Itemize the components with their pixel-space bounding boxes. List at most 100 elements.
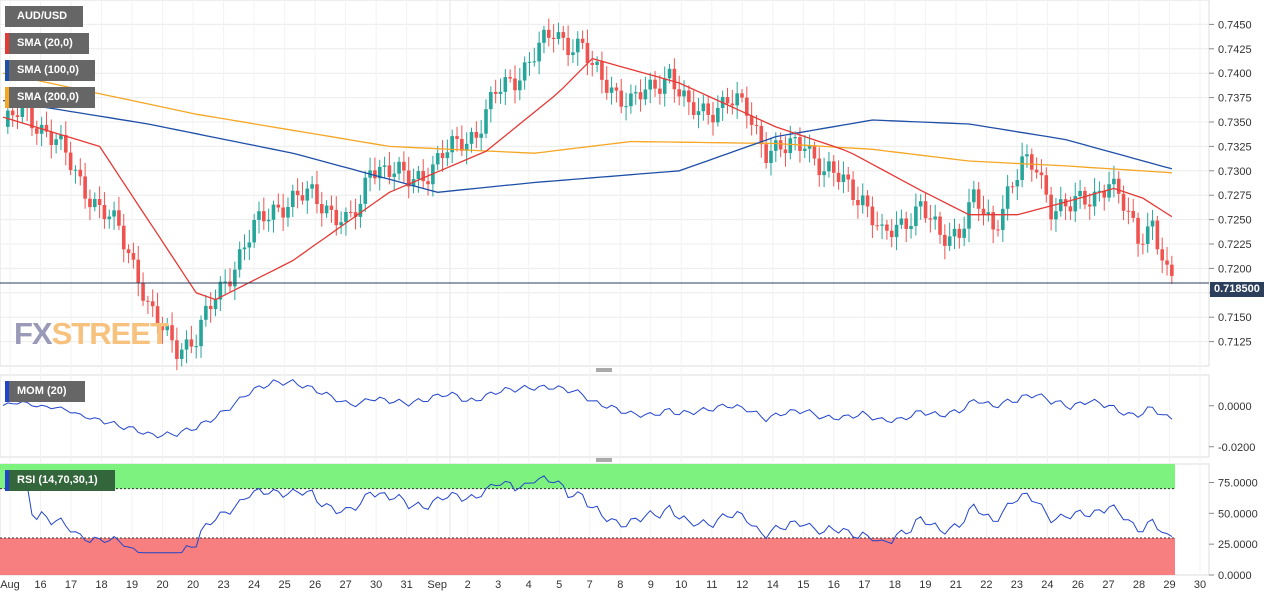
- candle-body: [489, 91, 493, 110]
- legend-mom[interactable]: MOM (20): [5, 381, 85, 402]
- candle-body: [991, 212, 995, 230]
- panel-resize-handle-2[interactable]: [596, 458, 612, 462]
- legend-rsi[interactable]: RSI (14,70,30,1): [5, 470, 115, 491]
- candle-body: [614, 87, 619, 91]
- legend-sma200-text: SMA (200,0): [17, 91, 79, 103]
- candle-body: [83, 176, 87, 199]
- candle-body: [194, 346, 198, 348]
- candle-body: [1020, 156, 1024, 181]
- sma200-line: [2, 72, 1172, 174]
- date-tick-label: 25: [278, 579, 290, 591]
- candle-body: [508, 77, 512, 79]
- date-tick-label: 14: [767, 579, 779, 591]
- candle-body: [1141, 243, 1145, 245]
- date-tick-label: 15: [797, 579, 809, 591]
- candle-body: [455, 136, 459, 139]
- candle-body: [1049, 194, 1053, 220]
- legend-symbol[interactable]: AUD/USD: [5, 6, 83, 27]
- date-tick-label: 20: [156, 579, 168, 591]
- candle-body: [996, 229, 1000, 231]
- candle-body: [348, 211, 353, 213]
- candle-body: [952, 228, 957, 237]
- candle-body: [967, 202, 971, 229]
- candle-body: [730, 103, 735, 106]
- candle-body: [802, 148, 807, 151]
- candle-body: [484, 109, 488, 134]
- candle-body: [440, 153, 445, 159]
- candle-body: [1150, 220, 1155, 227]
- candle-body: [305, 188, 310, 201]
- candle-body: [382, 165, 387, 167]
- candle-body: [247, 242, 252, 248]
- candle-body: [595, 61, 599, 65]
- candle-body: [923, 201, 928, 219]
- candle-body: [1001, 208, 1005, 230]
- candle-body: [1015, 180, 1020, 187]
- candle-body: [1160, 249, 1164, 261]
- candle-body: [633, 92, 638, 94]
- date-tick-label: 9: [648, 579, 654, 591]
- candle-body: [759, 125, 764, 145]
- panel-resize-handle-1[interactable]: [596, 368, 612, 372]
- candle-body: [812, 145, 817, 159]
- price-tick-label: 0.7300: [1218, 166, 1252, 178]
- momentum-panel: [0, 374, 1210, 458]
- candle-body: [10, 110, 15, 116]
- candle-body: [778, 140, 783, 150]
- legend-sma200[interactable]: SMA (200,0): [5, 87, 95, 108]
- price-tick-label: 0.7225: [1218, 239, 1252, 251]
- candle-body: [1010, 186, 1015, 188]
- candle-body: [1092, 191, 1097, 207]
- candle-body: [1039, 172, 1044, 176]
- rsi-tick-label: 0.0000: [1218, 570, 1252, 582]
- candle-body: [20, 102, 25, 118]
- candle-body: [421, 171, 426, 182]
- legend-sma100[interactable]: SMA (100,0): [5, 60, 95, 81]
- date-tick-label: 12: [736, 579, 748, 591]
- legend-sma100-text: SMA (100,0): [17, 64, 79, 76]
- candle-body: [179, 349, 184, 359]
- candle-body: [571, 52, 575, 56]
- candle-body: [667, 68, 672, 79]
- candle-body: [30, 107, 34, 129]
- candle-body: [319, 204, 324, 214]
- candle-body: [493, 91, 498, 94]
- candle-body: [575, 38, 580, 53]
- candle-body: [532, 61, 537, 63]
- price-tick-label: 0.7200: [1218, 263, 1252, 275]
- candle-body: [600, 61, 604, 80]
- candle-body: [165, 325, 170, 331]
- price-tick-label: 0.7250: [1218, 215, 1252, 227]
- candle-body: [233, 269, 237, 287]
- date-tick-label: 16: [34, 579, 46, 591]
- candle-body: [687, 90, 691, 103]
- date-tick-label: 8: [617, 579, 623, 591]
- candle-body: [15, 115, 20, 118]
- candle-body: [706, 103, 710, 115]
- date-tick-label: 23: [217, 579, 229, 591]
- candle-body: [1087, 204, 1092, 207]
- price-tick-label: 0.7375: [1218, 93, 1252, 105]
- price-tick-label: 0.7400: [1218, 68, 1252, 80]
- candle-body: [474, 132, 479, 138]
- candle-body: [78, 169, 83, 177]
- candle-body: [894, 224, 899, 238]
- candle-body: [885, 224, 889, 231]
- candle-body: [464, 143, 469, 151]
- candle-body: [218, 281, 223, 300]
- watermark-fx: FX: [14, 316, 53, 351]
- candle-body: [1116, 178, 1121, 194]
- candle-body: [914, 206, 918, 227]
- date-tick-label: 29: [1163, 579, 1175, 591]
- candle-body: [102, 204, 107, 220]
- price-tick-label: 0.7450: [1218, 19, 1252, 31]
- date-tick-label: 2: [465, 579, 471, 591]
- rsi-swatch: [5, 470, 9, 491]
- candle-body: [358, 203, 363, 217]
- date-tick-label: 28: [1133, 579, 1145, 591]
- candle-body: [947, 236, 952, 246]
- candle-body: [585, 42, 590, 63]
- legend-sma20[interactable]: SMA (20,0): [5, 33, 89, 54]
- date-tick-label: 31: [401, 579, 413, 591]
